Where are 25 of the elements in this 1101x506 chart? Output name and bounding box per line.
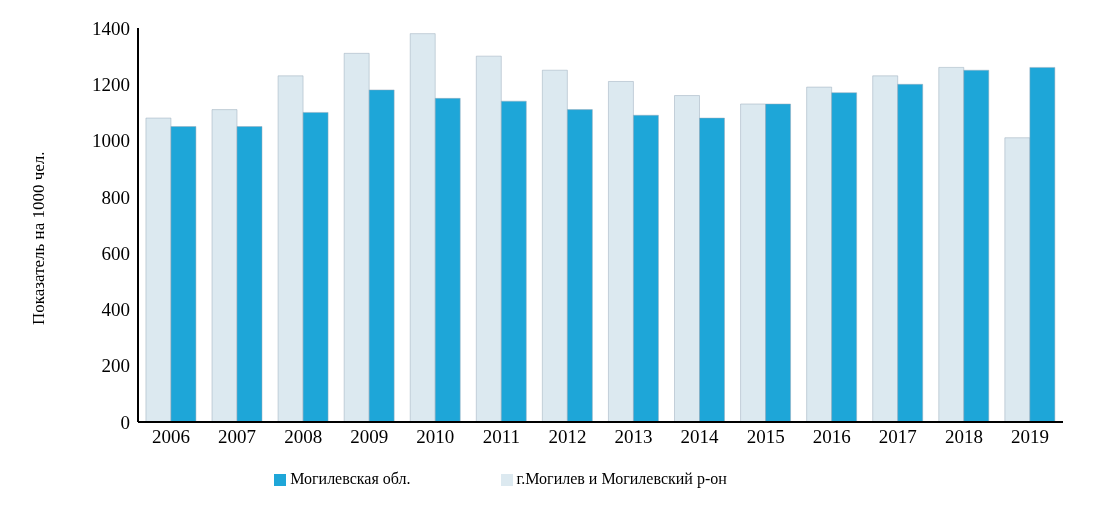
x-tick-label: 2006 bbox=[152, 426, 191, 448]
x-tick-label: 2013 bbox=[614, 426, 653, 448]
y-axis-title: Показатель на 1000 чел. bbox=[29, 151, 49, 325]
x-tick-label: 2009 bbox=[350, 426, 389, 448]
y-tick-label: 200 bbox=[101, 355, 130, 377]
y-tick-label: 400 bbox=[101, 299, 130, 321]
x-tick-label: 2012 bbox=[548, 426, 587, 448]
y-tick-label: 1000 bbox=[92, 130, 130, 152]
y-tick-label: 800 bbox=[101, 186, 130, 208]
x-tick-label: 2019 bbox=[1010, 426, 1049, 448]
x-tick-label: 2014 bbox=[680, 426, 720, 448]
y-tick-label: 0 bbox=[120, 411, 130, 433]
x-tick-label: 2017 bbox=[878, 426, 917, 448]
x-tick-label: 2011 bbox=[482, 426, 521, 448]
x-tick-label: 2015 bbox=[746, 426, 785, 448]
y-tick-label: 600 bbox=[101, 242, 130, 264]
x-tick-label: 2016 bbox=[812, 426, 851, 448]
y-tick-label: 1200 bbox=[92, 74, 130, 96]
y-tick-label: 1400 bbox=[92, 17, 130, 39]
x-tick-label: 2007 bbox=[218, 426, 257, 448]
x-tick-label: 2010 bbox=[416, 426, 455, 448]
legend-label: г.Могилев и Могилевский р-он bbox=[516, 470, 727, 487]
legend-label: Могилевская обл. bbox=[290, 470, 411, 487]
x-tick-label: 2008 bbox=[284, 426, 323, 448]
x-tick-label: 2018 bbox=[944, 426, 983, 448]
